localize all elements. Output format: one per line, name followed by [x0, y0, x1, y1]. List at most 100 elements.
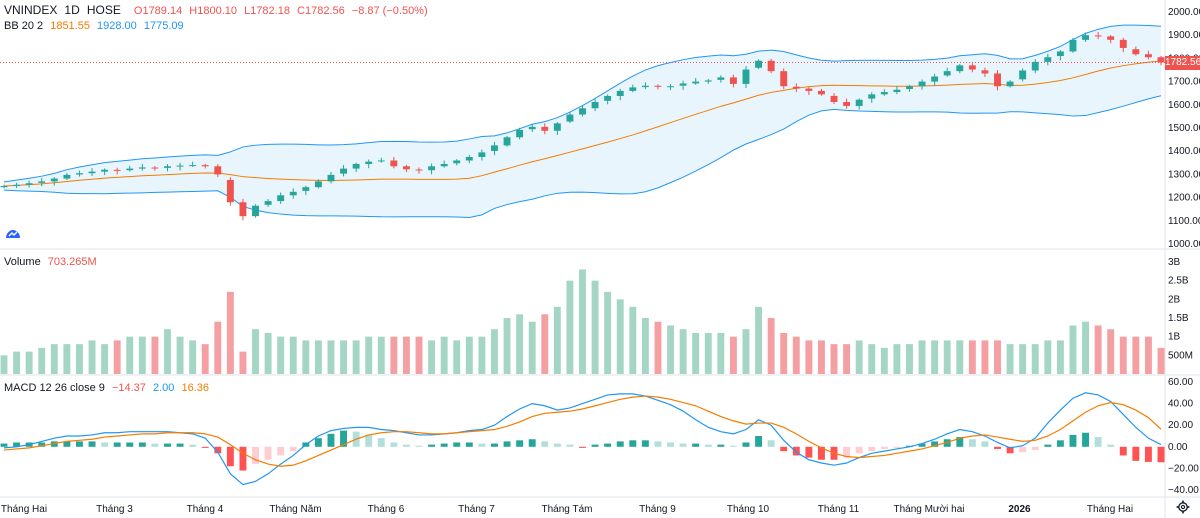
- candle-body[interactable]: [503, 137, 511, 146]
- macd-histogram-bar[interactable]: [1094, 437, 1102, 447]
- candle-body[interactable]: [817, 90, 825, 95]
- volume-bar[interactable]: [352, 340, 360, 374]
- volume-bar[interactable]: [239, 351, 247, 374]
- macd-histogram-bar[interactable]: [491, 443, 498, 447]
- volume-bar[interactable]: [201, 344, 209, 374]
- macd-histogram-bar[interactable]: [214, 446, 222, 454]
- tradingview-logo-icon[interactable]: [4, 226, 22, 240]
- candle-body[interactable]: [654, 85, 662, 87]
- volume-bar[interactable]: [101, 344, 109, 374]
- candle-body[interactable]: [805, 88, 813, 91]
- macd-histogram-bar[interactable]: [918, 443, 926, 447]
- macd-histogram-bar[interactable]: [327, 433, 335, 447]
- candle-body[interactable]: [25, 183, 33, 185]
- candle-body[interactable]: [1132, 49, 1140, 55]
- candle-body[interactable]: [893, 89, 901, 93]
- candle-body[interactable]: [1157, 57, 1165, 63]
- volume-bar[interactable]: [893, 344, 901, 374]
- candle-body[interactable]: [704, 80, 712, 82]
- volume-bar[interactable]: [906, 344, 913, 374]
- macd-histogram-bar[interactable]: [956, 437, 964, 447]
- candle-body[interactable]: [201, 165, 209, 167]
- candle-body[interactable]: [717, 77, 725, 80]
- volume-bar[interactable]: [151, 336, 159, 374]
- macd-histogram-bar[interactable]: [641, 440, 649, 447]
- macd-histogram-bar[interactable]: [679, 443, 687, 447]
- macd-histogram-bar[interactable]: [579, 446, 586, 448]
- volume-bar[interactable]: [1019, 344, 1027, 374]
- candle-body[interactable]: [679, 83, 687, 86]
- volume-bar[interactable]: [415, 336, 423, 374]
- volume-bar[interactable]: [742, 329, 750, 374]
- volume-bar[interactable]: [767, 318, 775, 374]
- macd-histogram-bar[interactable]: [880, 446, 888, 449]
- macd-histogram-bar[interactable]: [1144, 446, 1152, 462]
- macd-histogram-bar[interactable]: [289, 446, 297, 452]
- volume-bar[interactable]: [1157, 347, 1165, 374]
- macd-histogram-bar[interactable]: [692, 443, 700, 447]
- candle-body[interactable]: [855, 99, 863, 106]
- volume-bar[interactable]: [855, 340, 863, 374]
- volume-bar[interactable]: [214, 321, 222, 374]
- candle-body[interactable]: [1006, 81, 1014, 87]
- volume-bar[interactable]: [792, 336, 800, 374]
- macd-histogram-bar[interactable]: [189, 444, 197, 447]
- candle-body[interactable]: [792, 86, 800, 89]
- candle-body[interactable]: [402, 166, 410, 170]
- macd-signal-line[interactable]: [3, 395, 1162, 467]
- candle-body[interactable]: [516, 129, 524, 138]
- macd-histogram-bar[interactable]: [1069, 434, 1077, 447]
- candle-body[interactable]: [415, 169, 423, 171]
- volume-bar[interactable]: [868, 344, 876, 374]
- volume-bar[interactable]: [943, 340, 951, 374]
- volume-bar[interactable]: [314, 340, 322, 374]
- candle-body[interactable]: [390, 160, 398, 167]
- macd-histogram-bar[interactable]: [591, 444, 599, 447]
- volume-bar[interactable]: [692, 332, 700, 374]
- candle-body[interactable]: [553, 123, 561, 131]
- volume-bar[interactable]: [126, 336, 134, 374]
- candle-body[interactable]: [214, 166, 222, 175]
- volume-bar[interactable]: [252, 329, 259, 374]
- volume-bar[interactable]: [553, 306, 561, 374]
- candle-body[interactable]: [1056, 51, 1064, 57]
- volume-bar[interactable]: [994, 340, 1001, 374]
- macd-histogram-bar[interactable]: [931, 441, 939, 447]
- macd-histogram-bar[interactable]: [667, 442, 674, 447]
- volume-bar[interactable]: [327, 340, 335, 374]
- macd-histogram-bar[interactable]: [843, 446, 851, 458]
- volume-bar[interactable]: [931, 340, 939, 374]
- volume-bar[interactable]: [616, 299, 624, 374]
- macd-histogram-bar[interactable]: [1157, 446, 1165, 463]
- macd-histogram-bar[interactable]: [868, 446, 876, 452]
- macd-legend[interactable]: MACD 12 26 close 9 −14.37 2.00 16.36: [4, 381, 213, 395]
- bb-legend[interactable]: BB 20 2 1851.55 1928.00 1775.09: [4, 19, 188, 33]
- candle-body[interactable]: [491, 145, 498, 151]
- volume-bar[interactable]: [1119, 336, 1127, 374]
- settings-gear-icon[interactable]: [1176, 500, 1190, 514]
- macd-histogram-bar[interactable]: [101, 442, 109, 447]
- macd-histogram-bar[interactable]: [729, 445, 737, 447]
- macd-histogram-bar[interactable]: [440, 443, 448, 447]
- macd-histogram-bar[interactable]: [604, 443, 612, 447]
- macd-histogram-bar[interactable]: [13, 442, 21, 447]
- interval-label[interactable]: 1D: [64, 3, 80, 17]
- macd-histogram-bar[interactable]: [994, 446, 1001, 449]
- macd-histogram-bar[interactable]: [164, 443, 171, 447]
- candle-body[interactable]: [604, 95, 612, 101]
- volume-bar[interactable]: [528, 321, 536, 374]
- macd-histogram-bar[interactable]: [566, 444, 574, 447]
- macd-histogram-bar[interactable]: [755, 436, 763, 447]
- candle-body[interactable]: [277, 195, 285, 202]
- macd-histogram-bar[interactable]: [1006, 446, 1014, 454]
- macd-histogram-bar[interactable]: [1056, 440, 1064, 447]
- volume-bar[interactable]: [478, 336, 486, 374]
- volume-bar[interactable]: [717, 332, 725, 374]
- macd-histogram-bar[interactable]: [428, 444, 436, 447]
- macd-histogram-bar[interactable]: [742, 442, 750, 447]
- candle-body[interactable]: [0, 186, 8, 188]
- macd-histogram-bar[interactable]: [981, 441, 989, 447]
- candle-body[interactable]: [377, 160, 385, 162]
- volume-bar[interactable]: [491, 329, 498, 374]
- candle-body[interactable]: [38, 181, 46, 183]
